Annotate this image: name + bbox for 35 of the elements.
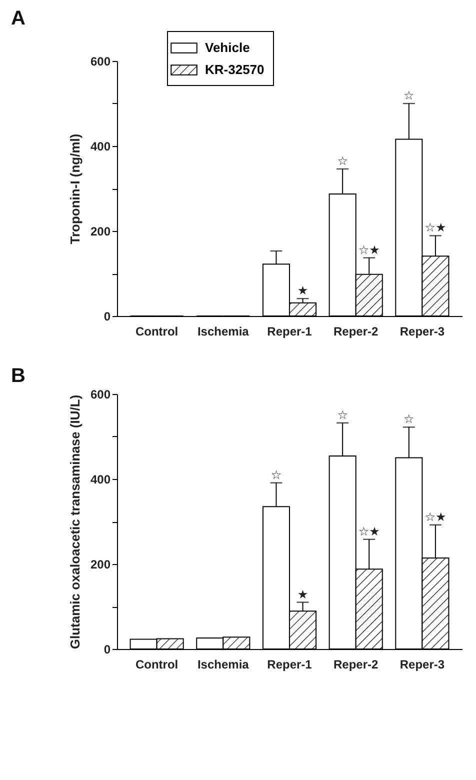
y-tick-label: 400 (90, 140, 111, 154)
data-label: ☆★ (424, 220, 446, 235)
chart-title: A (10, 8, 26, 30)
y-tick-label: 200 (90, 224, 111, 238)
x-tick-label: Reper-3 (400, 658, 445, 672)
x-tick-label: Reper-1 (267, 658, 312, 672)
chart-title: B (10, 365, 26, 387)
data-label: ☆ (337, 408, 348, 422)
y-tick-label: 600 (90, 54, 111, 68)
x-tick-label: Reper-3 (400, 324, 445, 338)
y-tick-label: 600 (90, 388, 111, 402)
data-label: ☆★ (358, 524, 380, 538)
y-axis-title: Troponin-I (ng/ml) (67, 134, 82, 244)
data-label: ★ (297, 284, 308, 298)
data-label: ★ (297, 587, 308, 602)
legend-label: KR-32570 (205, 62, 264, 77)
x-tick-label: Reper-2 (334, 658, 379, 672)
data-label: ☆ (404, 412, 414, 426)
data-label: ☆ (404, 88, 414, 102)
data-label: ☆★ (358, 242, 380, 257)
y-tick-label: 200 (90, 558, 111, 572)
x-tick-label: Reper-1 (267, 324, 312, 338)
y-axis-title: Glutamic oxaloacetic transaminase (IU/L) (67, 394, 82, 650)
x-tick-label: Reper-2 (334, 324, 379, 338)
x-tick-label: Control (135, 324, 178, 338)
data-label: ☆ (337, 154, 348, 168)
legend-label: Vehicle (205, 40, 250, 55)
x-tick-label: Ischemia (197, 324, 250, 338)
y-tick-label: 400 (90, 472, 111, 486)
x-tick-label: Control (135, 658, 178, 672)
y-tick-label: 0 (104, 310, 111, 324)
y-tick-label: 0 (104, 642, 111, 656)
data-label: ☆ (270, 468, 282, 482)
x-tick-label: Ischemia (197, 658, 250, 672)
data-label: ☆★ (424, 510, 446, 524)
